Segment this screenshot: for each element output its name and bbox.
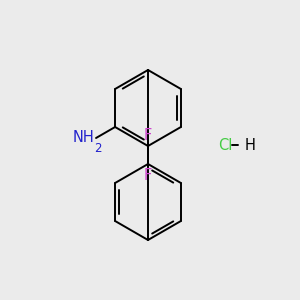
Text: H: H bbox=[245, 137, 256, 152]
Text: Cl: Cl bbox=[218, 137, 232, 152]
Text: NH: NH bbox=[72, 130, 94, 146]
Text: F: F bbox=[144, 128, 152, 142]
Text: F: F bbox=[144, 167, 152, 182]
Text: 2: 2 bbox=[94, 142, 102, 155]
